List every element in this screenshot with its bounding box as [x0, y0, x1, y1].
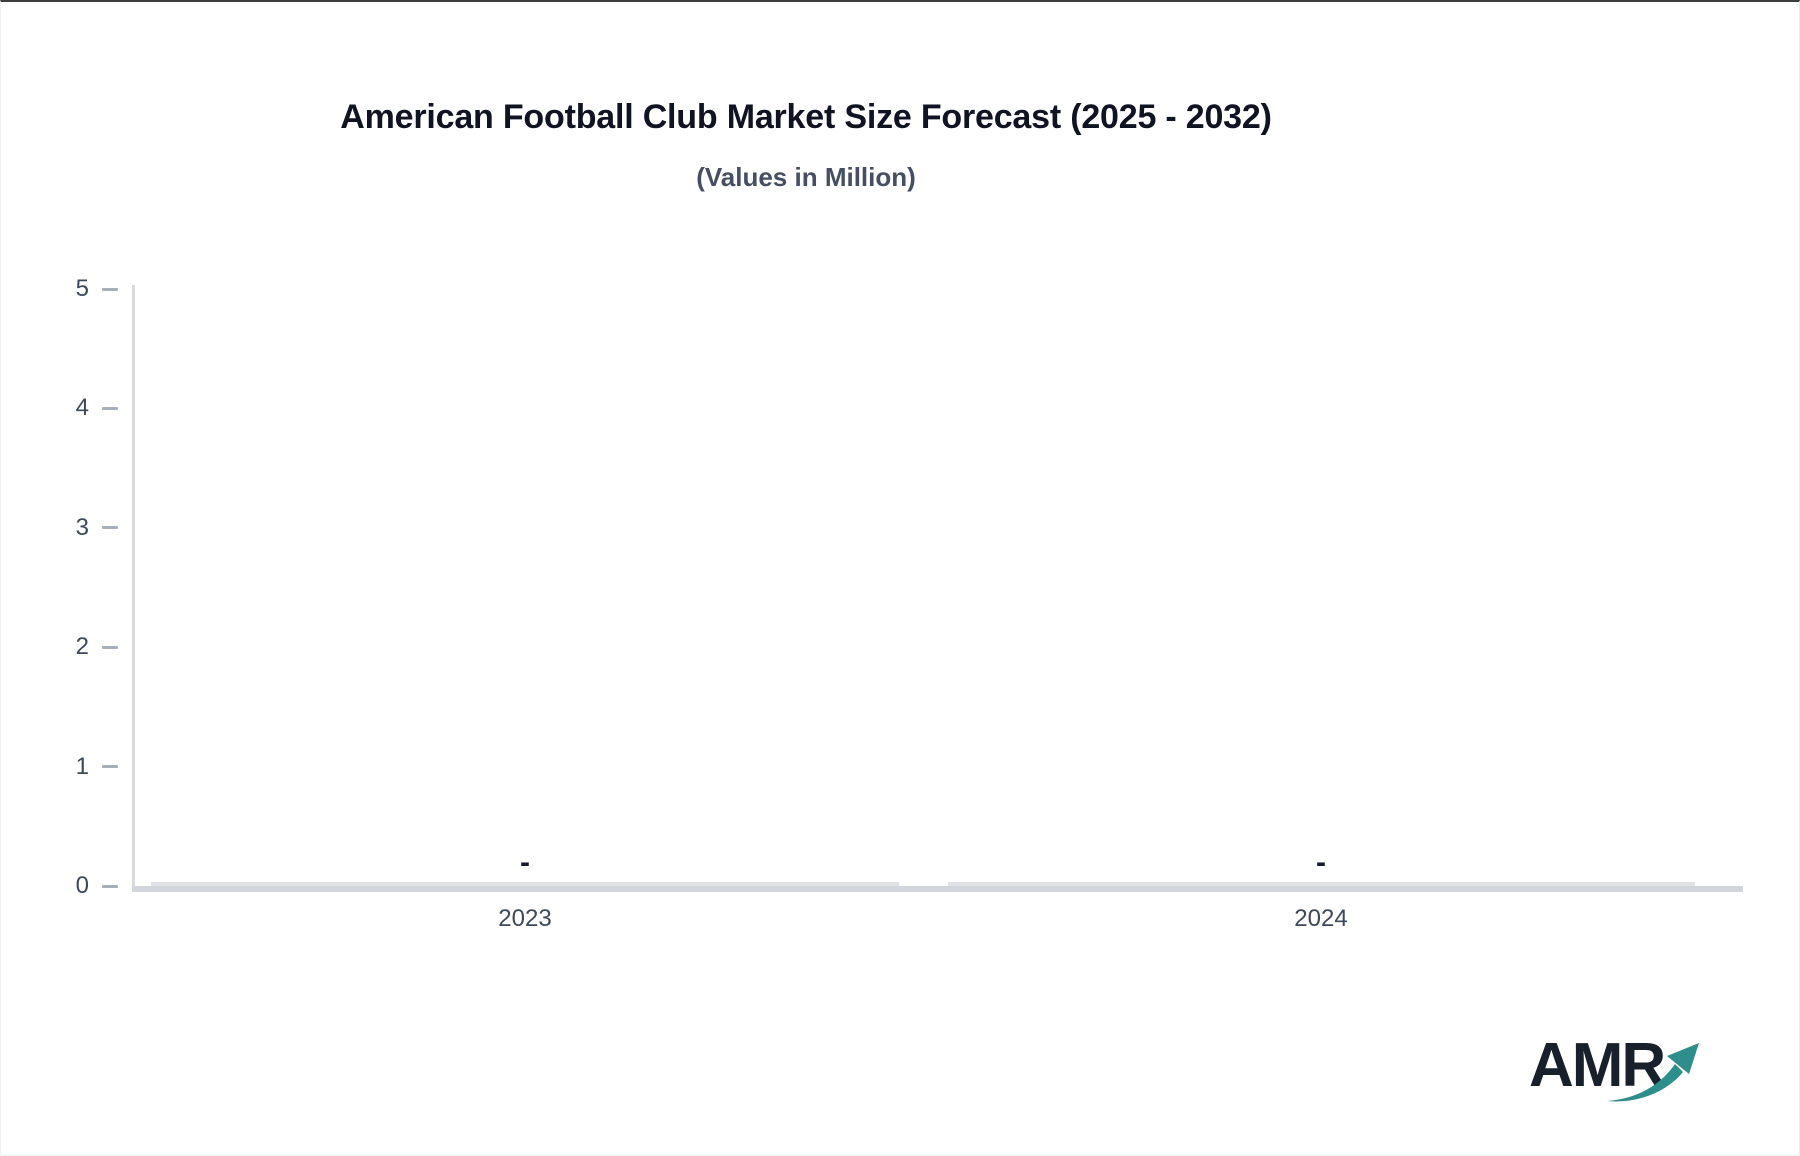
y-tick-label-5: 5: [75, 275, 89, 302]
x-category-label-2023: 2023: [498, 905, 552, 932]
y-tick-label-2: 2: [75, 633, 89, 660]
y-tick-mark-0: [102, 885, 118, 888]
bar-2023[interactable]: [151, 882, 899, 886]
y-tick-mark-3: [102, 526, 118, 529]
chart-subtitle: (Values in Million): [696, 162, 916, 192]
brand-logo-text: AMR: [1529, 1031, 1666, 1100]
y-tick-mark-5: [102, 288, 118, 291]
x-category-label-2024: 2024: [1294, 905, 1348, 932]
bar-value-label-2024: -: [1316, 846, 1326, 879]
y-tick-label-4: 4: [75, 394, 89, 421]
bar-2024[interactable]: [948, 882, 1695, 886]
y-tick-label-0: 0: [75, 872, 89, 899]
y-tick-mark-4: [102, 407, 118, 410]
y-axis-line: [132, 285, 135, 892]
chart-title: American Football Club Market Size Forec…: [340, 98, 1272, 136]
x-axis-line: [132, 886, 1743, 892]
y-tick-mark-1: [102, 765, 118, 768]
brand-logo: AMR: [1529, 1034, 1711, 1104]
trend-up-arrow-icon: [1607, 1043, 1699, 1102]
y-tick-mark-2: [102, 646, 118, 649]
bar-value-label-2023: -: [520, 846, 530, 879]
y-tick-label-3: 3: [75, 514, 89, 541]
y-tick-label-1: 1: [75, 753, 89, 780]
